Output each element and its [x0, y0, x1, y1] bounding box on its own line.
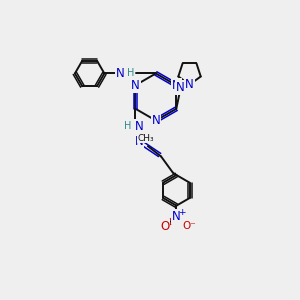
Text: N: N [172, 79, 181, 92]
Text: O: O [160, 220, 169, 233]
Text: CH₃: CH₃ [137, 134, 154, 142]
Text: N: N [176, 81, 185, 94]
Text: +: + [178, 208, 185, 217]
Text: O⁻: O⁻ [182, 221, 196, 231]
Text: N: N [116, 67, 125, 80]
Text: N: N [185, 78, 194, 91]
Text: N: N [135, 135, 143, 148]
Text: H: H [127, 68, 134, 78]
Text: N: N [152, 114, 160, 127]
Text: N: N [135, 120, 143, 133]
Text: H: H [124, 122, 132, 131]
Text: N: N [172, 210, 181, 223]
Text: N: N [131, 79, 140, 92]
